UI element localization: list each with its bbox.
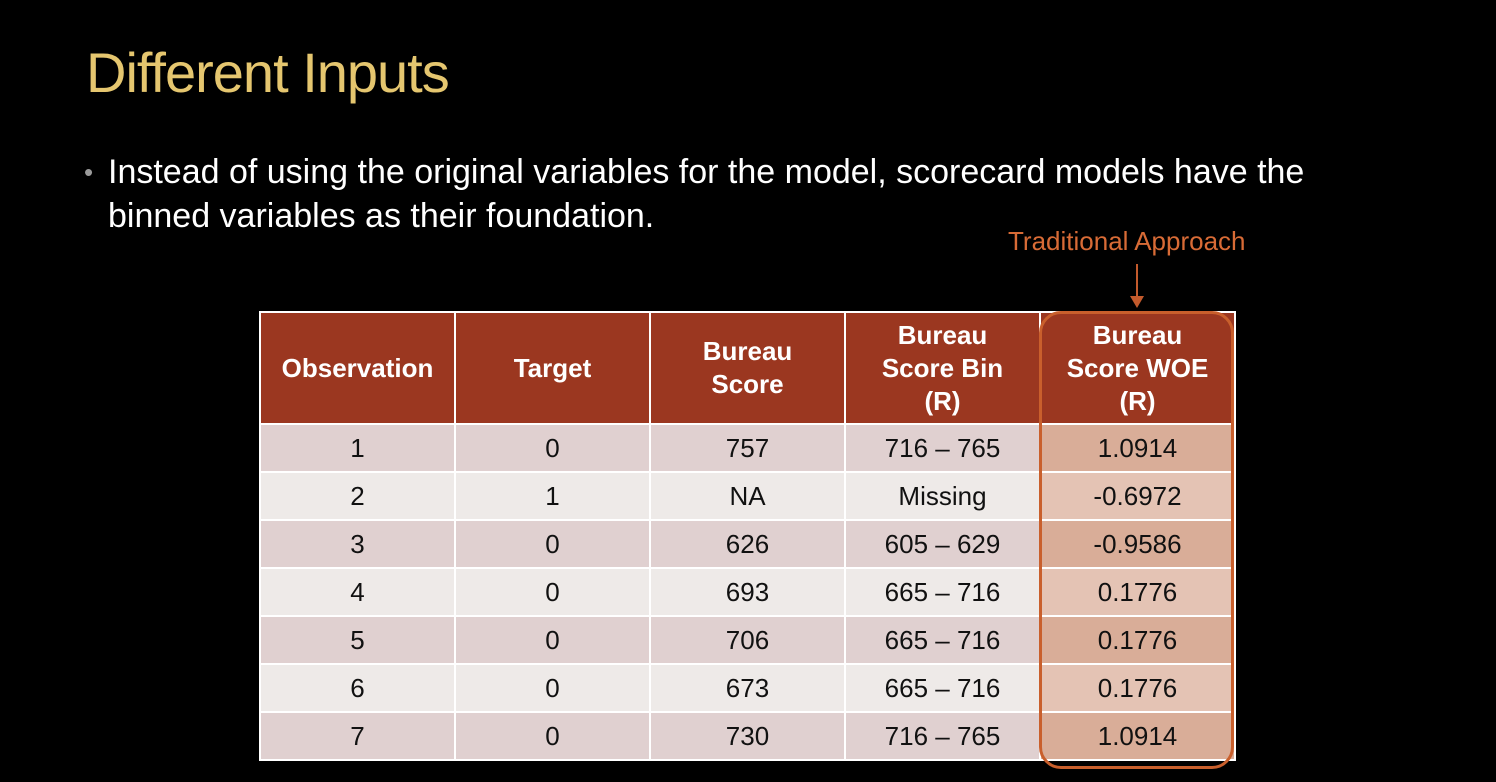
header-bureau-score-bin: Bureau Score Bin (R) <box>844 311 1041 425</box>
table-row: 7 0 730 716 – 765 1.0914 <box>259 711 1236 761</box>
cell-bureau-score: 757 <box>649 423 846 473</box>
cell-observation: 2 <box>259 471 456 521</box>
cell-woe: -0.6972 <box>1039 471 1236 521</box>
arrow-down-icon <box>1130 296 1144 308</box>
bullet-dot-icon: • <box>84 157 94 187</box>
table-row: 2 1 NA Missing -0.6972 <box>259 471 1236 521</box>
cell-bureau-score: 706 <box>649 615 846 665</box>
cell-bureau-score: NA <box>649 471 846 521</box>
cell-score-bin: 665 – 716 <box>844 663 1041 713</box>
table-row: 3 0 626 605 – 629 -0.9586 <box>259 519 1236 569</box>
cell-target: 0 <box>454 423 651 473</box>
table-header-row: Observation Target Bureau Score Bureau S… <box>259 311 1236 425</box>
bullet-text: Instead of using the original variables … <box>108 153 1305 235</box>
cell-observation: 3 <box>259 519 456 569</box>
cell-target: 0 <box>454 567 651 617</box>
header-target: Target <box>454 311 651 425</box>
cell-observation: 5 <box>259 615 456 665</box>
cell-target: 0 <box>454 519 651 569</box>
cell-bureau-score: 673 <box>649 663 846 713</box>
bullet-point: • Instead of using the original variable… <box>84 150 1384 238</box>
cell-woe: 1.0914 <box>1039 423 1236 473</box>
table-row: 5 0 706 665 – 716 0.1776 <box>259 615 1236 665</box>
cell-observation: 4 <box>259 567 456 617</box>
cell-score-bin: 605 – 629 <box>844 519 1041 569</box>
cell-score-bin: 716 – 765 <box>844 711 1041 761</box>
cell-bureau-score: 626 <box>649 519 846 569</box>
callout-arrow-line <box>1136 264 1138 298</box>
cell-woe: 0.1776 <box>1039 615 1236 665</box>
header-observation: Observation <box>259 311 456 425</box>
cell-woe: -0.9586 <box>1039 519 1236 569</box>
cell-woe: 0.1776 <box>1039 567 1236 617</box>
cell-bureau-score: 693 <box>649 567 846 617</box>
header-bureau-score-woe: Bureau Score WOE (R) <box>1039 311 1236 425</box>
cell-target: 0 <box>454 663 651 713</box>
cell-woe: 0.1776 <box>1039 663 1236 713</box>
cell-target: 0 <box>454 711 651 761</box>
cell-score-bin: 665 – 716 <box>844 615 1041 665</box>
cell-score-bin: 716 – 765 <box>844 423 1041 473</box>
cell-observation: 7 <box>259 711 456 761</box>
table-row: 6 0 673 665 – 716 0.1776 <box>259 663 1236 713</box>
cell-woe: 1.0914 <box>1039 711 1236 761</box>
cell-score-bin: 665 – 716 <box>844 567 1041 617</box>
cell-bureau-score: 730 <box>649 711 846 761</box>
cell-target: 0 <box>454 615 651 665</box>
cell-observation: 1 <box>259 423 456 473</box>
callout-label: Traditional Approach <box>1008 226 1246 256</box>
table-row: 1 0 757 716 – 765 1.0914 <box>259 423 1236 473</box>
table-row: 4 0 693 665 – 716 0.1776 <box>259 567 1236 617</box>
data-table: Observation Target Bureau Score Bureau S… <box>259 311 1236 761</box>
header-bureau-score: Bureau Score <box>649 311 846 425</box>
cell-observation: 6 <box>259 663 456 713</box>
cell-score-bin: Missing <box>844 471 1041 521</box>
cell-target: 1 <box>454 471 651 521</box>
slide-title: Different Inputs <box>86 41 450 104</box>
